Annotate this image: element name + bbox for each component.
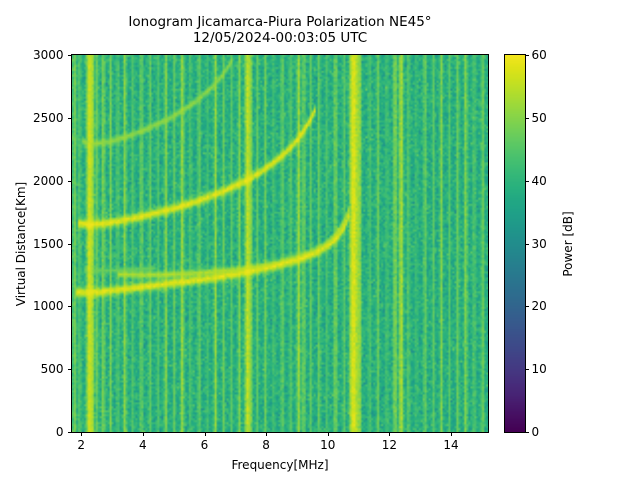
colorbar-tick-mark <box>525 180 529 182</box>
y-tick-mark <box>67 55 71 56</box>
x-tick-mark <box>142 432 144 436</box>
x-tick-mark <box>451 432 453 436</box>
colorbar-tick-mark <box>525 306 529 308</box>
y-tick-mark <box>67 117 71 119</box>
x-tick-mark <box>327 432 329 436</box>
y-tick-label: 2500 <box>32 110 64 125</box>
x-tick-label: 14 <box>443 437 459 452</box>
x-tick-mark <box>389 432 391 436</box>
title-line-1: Ionogram Jicamarca-Piura Polarization NE… <box>128 14 432 30</box>
y-tick-label: 1500 <box>32 236 64 251</box>
x-axis-label: Frequency[MHz] <box>231 457 329 472</box>
x-tick-label: 8 <box>262 437 270 452</box>
y-tick-mark <box>67 243 71 245</box>
y-tick-label: 500 <box>40 362 64 377</box>
y-axis-label: Virtual Distance[Km] <box>14 181 28 306</box>
figure-title: Ionogram Jicamarca-Piura Polarization NE… <box>0 14 560 47</box>
colorbar-label: Power [dB] <box>560 210 575 277</box>
x-tick-label: 12 <box>381 437 398 452</box>
y-tick-label: 3000 <box>32 48 64 62</box>
colorbar-gradient <box>505 55 525 432</box>
x-tick-mark <box>204 432 206 436</box>
x-tick-label: 6 <box>200 437 209 452</box>
y-tick-label: 1000 <box>32 299 64 314</box>
colorbar-tick-label: 0 <box>531 425 540 439</box>
colorbar-tick-label: 10 <box>531 362 547 377</box>
ionogram-heatmap <box>72 55 488 432</box>
x-tick-label: 2 <box>77 437 86 452</box>
x-tick-mark <box>81 432 83 436</box>
colorbar-tick-mark <box>525 243 529 245</box>
colorbar-tick-mark <box>525 55 529 56</box>
y-tick-label: 0 <box>55 425 64 439</box>
y-tick-label: 2000 <box>32 173 64 188</box>
y-tick-mark <box>67 180 71 182</box>
colorbar-tick-label: 40 <box>531 173 547 188</box>
y-tick-mark <box>67 432 71 433</box>
colorbar-tick-label: 60 <box>531 48 547 62</box>
x-tick-mark <box>266 432 268 436</box>
y-tick-mark <box>67 306 71 308</box>
colorbar-tick-label: 50 <box>531 110 547 125</box>
x-tick-label: 10 <box>320 437 336 452</box>
colorbar-tick-mark <box>525 432 529 433</box>
colorbar-tick-label: 30 <box>531 236 547 251</box>
title-line-2: 12/05/2024-00:03:05 UTC <box>192 30 368 47</box>
x-tick-label: 4 <box>139 437 147 452</box>
colorbar-tick-label: 20 <box>531 299 547 314</box>
colorbar-tick-mark <box>525 369 529 371</box>
y-tick-mark <box>67 369 71 371</box>
colorbar-tick-mark <box>525 117 529 119</box>
